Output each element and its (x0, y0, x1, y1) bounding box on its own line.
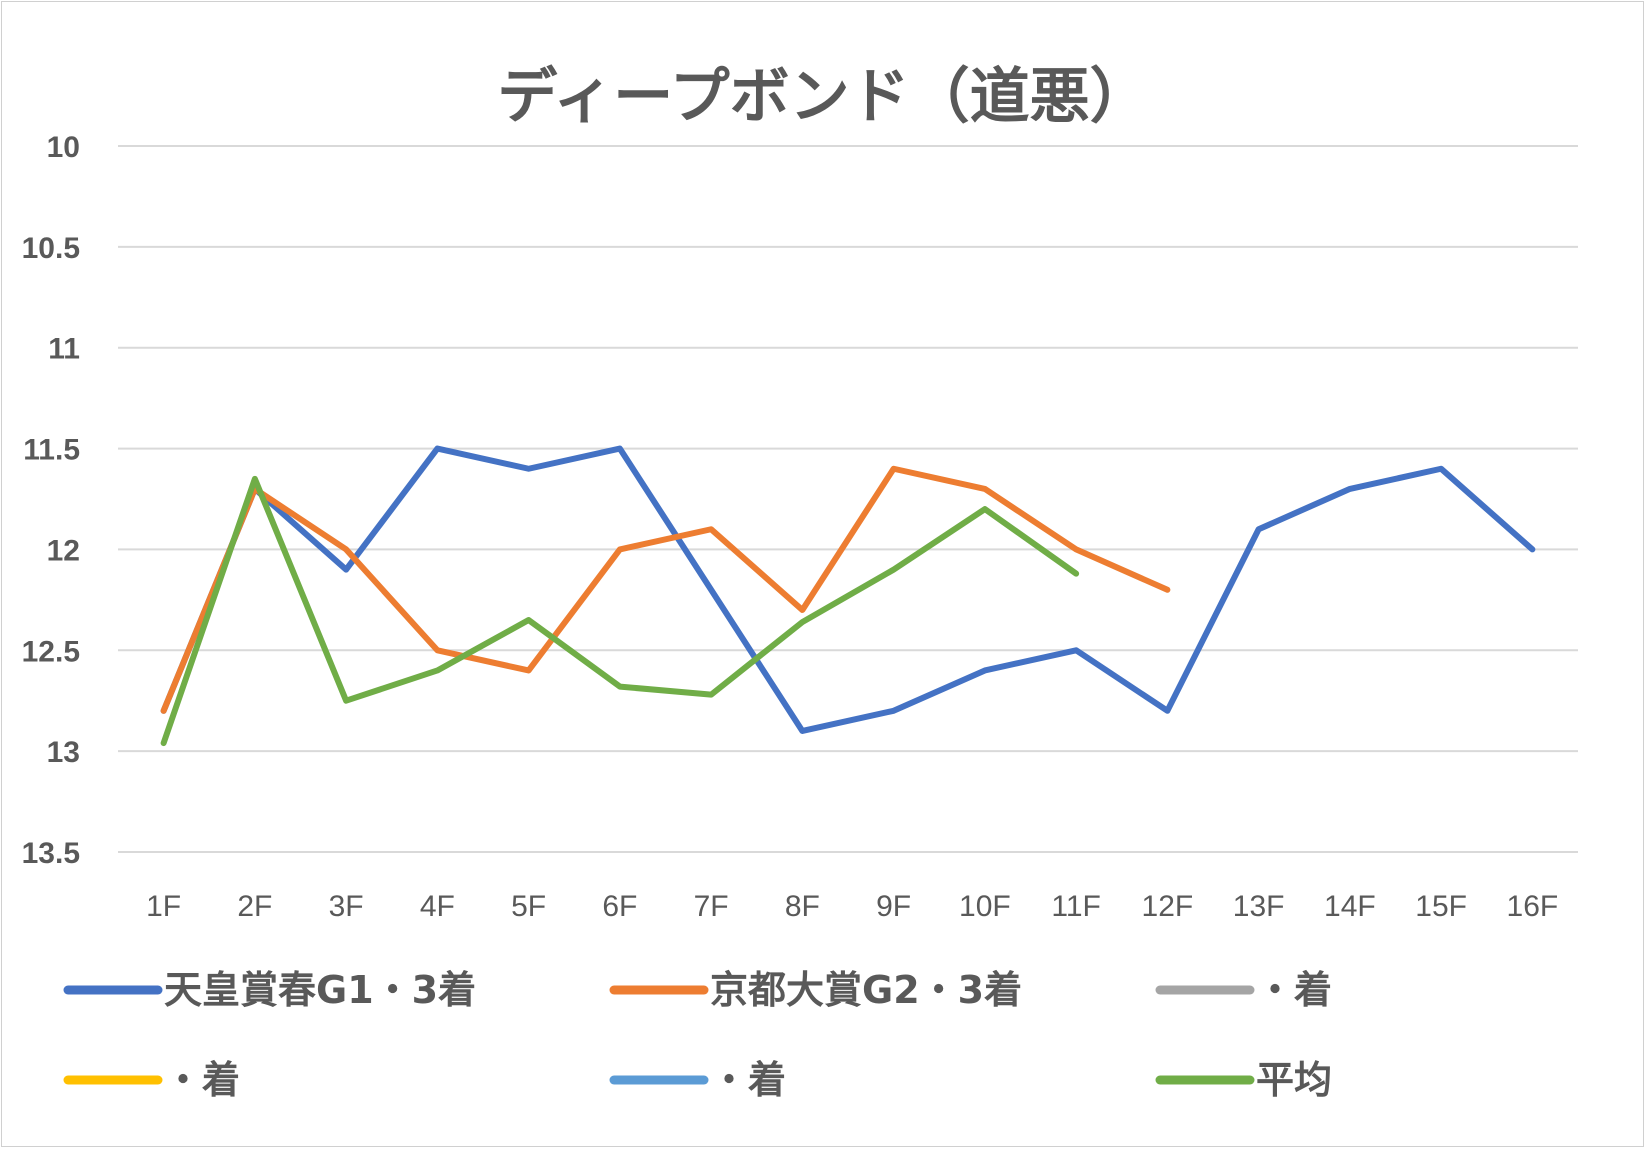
series-line-5 (160, 475, 1080, 747)
x-tick-label: 10F (959, 890, 1011, 923)
x-tick-label: 3F (329, 890, 364, 923)
legend-label: ・着 (710, 1058, 786, 1102)
y-axis-ticks: 10 10.5 11 11.5 12 12.5 13 13.5 (22, 131, 80, 870)
x-tick-label: 4F (420, 890, 455, 923)
y-tick-label: 10 (47, 131, 80, 164)
x-tick-label: 9F (876, 890, 911, 923)
x-axis-ticks: 1F 2F 3F 4F 5F 6F 7F 8F 9F 10F 11F 12F 13F 14F 15F 16F (146, 890, 1558, 923)
series-lines (160, 445, 1536, 747)
x-tick-label: 15F (1415, 890, 1467, 923)
legend-label: ・着 (1256, 968, 1332, 1012)
x-tick-label: 5F (511, 890, 546, 923)
legend-label: 平均 (1256, 1058, 1332, 1102)
x-tick-label: 13F (1233, 890, 1285, 923)
gridlines (118, 145, 1578, 853)
legend-label: 京都大賞G2・3着 (710, 968, 1022, 1012)
chart-title: ディープボンド（道悪） (497, 62, 1150, 132)
y-tick-label: 13 (47, 736, 80, 769)
legend: 天皇賞春G1・3着 京都大賞G2・3着 ・着・着 ・着 平均 (63, 968, 1332, 1102)
x-tick-label: 12F (1142, 890, 1194, 923)
y-tick-label: 10.5 (22, 232, 80, 265)
x-tick-label: 14F (1324, 890, 1376, 923)
x-tick-label: 2F (237, 890, 272, 923)
y-tick-label: 13.5 (22, 837, 80, 870)
x-tick-label: 6F (602, 890, 637, 923)
x-tick-label: 16F (1507, 890, 1559, 923)
y-tick-label: 11 (48, 333, 80, 366)
series-line-0 (160, 445, 1536, 734)
legend-label: ・着 (164, 1058, 240, 1102)
x-tick-label: 1F (146, 890, 181, 923)
x-tick-label: 11F (1051, 890, 1100, 923)
x-tick-label: 7F (694, 890, 729, 923)
y-tick-label: 12 (47, 534, 80, 567)
legend-label: 天皇賞春G1・3着 (164, 968, 476, 1012)
y-tick-label: 11.5 (23, 434, 80, 467)
y-tick-label: 12.5 (22, 635, 80, 668)
series-line-1 (160, 465, 1171, 714)
x-tick-label: 8F (785, 890, 820, 923)
